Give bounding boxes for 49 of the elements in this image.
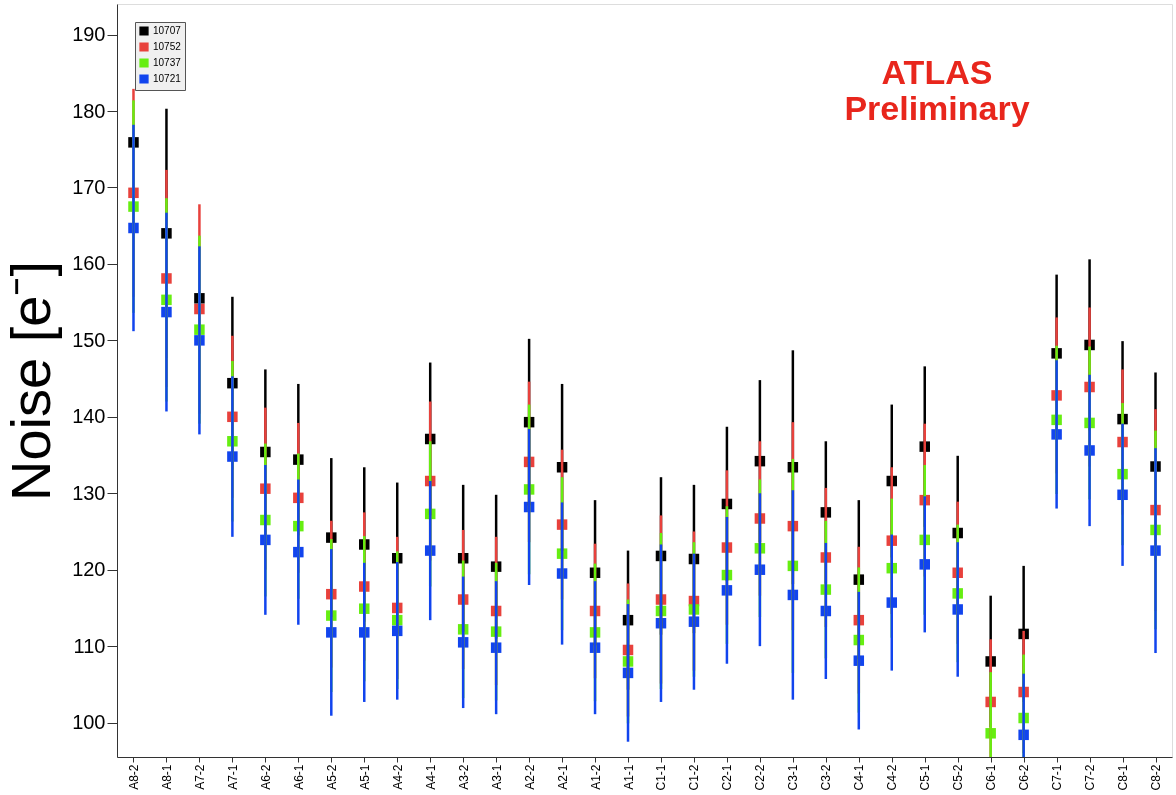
y-axis-title: Noise [e⁻] — [0, 261, 63, 501]
x-tick-label: A8-1 — [159, 764, 174, 790]
x-tick-label: A8-2 — [126, 764, 141, 790]
x-tick-label: C8-2 — [1149, 764, 1164, 791]
y-tick-label: 160 — [72, 252, 106, 275]
x-tick-label: A6-1 — [291, 764, 306, 790]
legend-label: 10752 — [153, 41, 182, 52]
x-tick-label: C5-1 — [918, 764, 933, 791]
x-tick-label: C2-2 — [753, 764, 768, 791]
y-tick-label: 100 — [72, 711, 106, 734]
x-tick-label: A7-2 — [192, 764, 207, 790]
x-tick-label: C7-2 — [1083, 764, 1098, 791]
x-tick-label: C3-1 — [786, 764, 801, 791]
x-tick-label: A6-2 — [258, 764, 273, 790]
x-tick-label: A5-2 — [324, 764, 339, 790]
x-tick-label: C4-2 — [885, 764, 900, 791]
y-tick-label: 140 — [72, 405, 106, 428]
x-tick-label: A4-1 — [423, 764, 438, 790]
x-tick-label: A2-2 — [522, 764, 537, 790]
y-tick-label: 190 — [72, 23, 106, 46]
x-tick-label: A7-1 — [225, 764, 240, 790]
y-tick-label: 110 — [73, 634, 106, 657]
annotation: ATLAS — [881, 53, 993, 91]
y-tick-label: 120 — [72, 558, 106, 581]
x-tick-label: A3-1 — [489, 764, 504, 790]
x-tick-label: C5-2 — [951, 764, 966, 791]
x-tick-label: C7-1 — [1050, 764, 1065, 791]
legend-label: 10707 — [153, 25, 182, 36]
x-tick-label: C4-1 — [852, 764, 867, 791]
x-tick-label: C3-2 — [819, 764, 834, 791]
x-tick-label: A5-1 — [357, 764, 372, 790]
y-tick-label: 150 — [72, 328, 106, 351]
legend-label: 10737 — [153, 57, 182, 68]
annotation: Preliminary — [844, 89, 1030, 127]
y-tick-label: 130 — [72, 481, 106, 504]
y-tick-label: 180 — [72, 99, 106, 122]
legend-label: 10721 — [153, 73, 182, 84]
x-tick-label: C8-1 — [1116, 764, 1131, 791]
x-tick-label: A1-1 — [621, 764, 636, 790]
x-tick-label: A2-1 — [555, 764, 570, 790]
x-tick-label: A1-2 — [588, 764, 603, 790]
x-tick-label: C2-1 — [720, 764, 735, 791]
x-tick-label: A3-2 — [456, 764, 471, 790]
y-tick-label: 170 — [72, 175, 106, 198]
x-tick-label: A4-2 — [390, 764, 405, 790]
x-tick-label: C6-1 — [984, 764, 999, 791]
x-tick-label: C1-1 — [654, 764, 669, 791]
x-tick-label: C1-2 — [687, 764, 702, 791]
x-tick-label: C6-2 — [1017, 764, 1032, 791]
